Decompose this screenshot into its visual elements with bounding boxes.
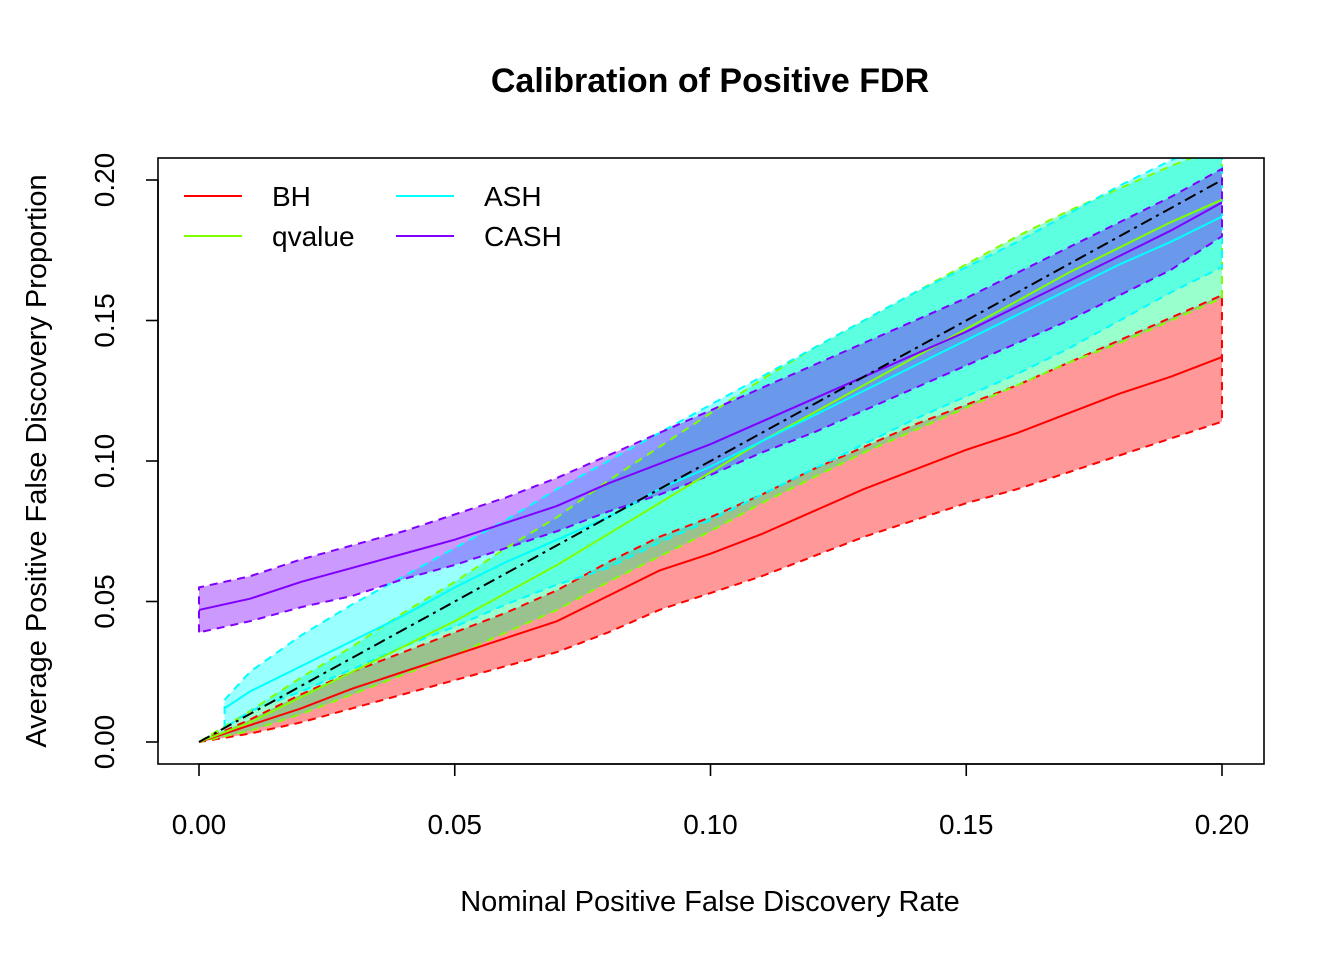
cash-band-outline xyxy=(198,167,1223,634)
x-tick-label: 0.00 xyxy=(172,809,227,840)
y-tick-label: 0.15 xyxy=(89,293,120,348)
bh-line xyxy=(198,356,1223,743)
y-tick-label: 0.00 xyxy=(89,715,120,770)
bh-legend-label: BH xyxy=(272,181,311,212)
x-tick-label: 0.05 xyxy=(428,809,483,840)
y-tick-label: 0.20 xyxy=(89,153,120,208)
ash-band xyxy=(224,158,1222,728)
qvalue-band xyxy=(199,158,1222,742)
reference-diagonal-line xyxy=(198,179,1223,743)
legend: BH qvalue ASH CASH xyxy=(184,181,562,252)
qvalue-line xyxy=(198,198,1223,743)
x-axis-label: Nominal Positive False Discovery Rate xyxy=(460,886,960,918)
chart-title: Calibration of Positive FDR xyxy=(491,62,929,100)
cash-line xyxy=(198,201,1223,611)
x-tick-label: 0.10 xyxy=(683,809,738,840)
ash-legend-label: ASH xyxy=(484,181,542,212)
x-axis: 0.00 0.05 0.10 0.15 0.20 xyxy=(172,763,1250,840)
series-lines xyxy=(198,179,1223,743)
cash-legend-label: CASH xyxy=(484,221,562,252)
y-axis-label: Average Positive False Discovery Proport… xyxy=(21,174,53,747)
qvalue-legend-label: qvalue xyxy=(272,221,355,252)
ash-line xyxy=(224,215,1223,710)
bh-band-outline xyxy=(198,293,1223,743)
y-tick-label: 0.10 xyxy=(89,434,120,489)
plot-frame xyxy=(157,157,1265,765)
x-tick-label: 0.20 xyxy=(1195,809,1250,840)
y-axis: 0.00 0.05 0.10 0.15 0.20 xyxy=(89,153,159,770)
confidence-bands xyxy=(198,158,1223,743)
x-tick-label: 0.15 xyxy=(939,809,994,840)
y-tick-label: 0.05 xyxy=(89,574,120,629)
cash-band xyxy=(199,168,1222,633)
